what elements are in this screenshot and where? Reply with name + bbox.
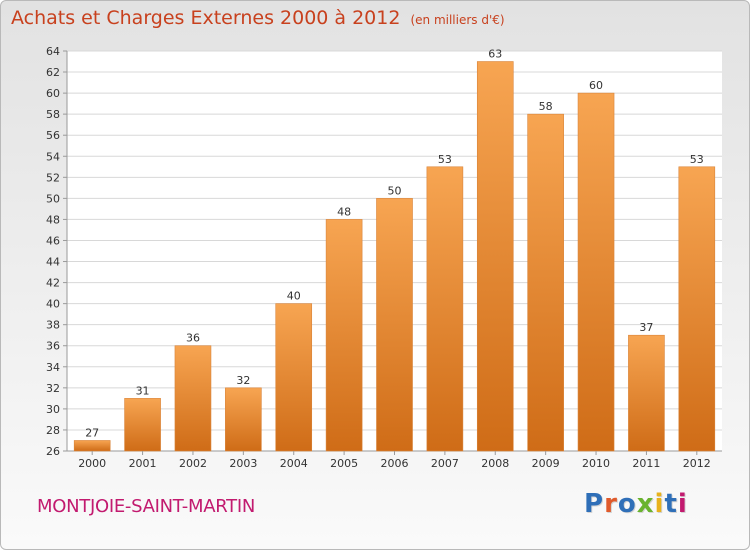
bar bbox=[124, 398, 161, 452]
bar bbox=[678, 166, 716, 452]
bar bbox=[325, 219, 363, 452]
data-label: 36 bbox=[186, 332, 200, 345]
bar bbox=[628, 334, 665, 452]
data-label: 60 bbox=[589, 79, 603, 92]
bar bbox=[376, 198, 413, 452]
data-label: 63 bbox=[488, 48, 502, 61]
logo-letter: o bbox=[617, 489, 637, 519]
data-label: 53 bbox=[438, 153, 452, 166]
y-tick-label: 62 bbox=[46, 66, 60, 79]
x-tick-label: 2008 bbox=[481, 457, 509, 470]
x-tick-label: 2006 bbox=[381, 457, 409, 470]
y-tick-label: 46 bbox=[46, 234, 60, 247]
x-tick-label: 2005 bbox=[330, 457, 358, 470]
x-tick-label: 2012 bbox=[683, 457, 711, 470]
bar bbox=[577, 92, 615, 452]
y-tick-label: 42 bbox=[46, 277, 60, 290]
data-label: 27 bbox=[85, 426, 99, 439]
chart-title-main: Achats et Charges Externes 2000 à 2012 bbox=[11, 7, 401, 29]
y-tick-label: 26 bbox=[46, 445, 60, 458]
logo-letter: x bbox=[636, 489, 655, 519]
bar bbox=[275, 303, 313, 452]
bar bbox=[225, 387, 262, 452]
y-tick-label: 58 bbox=[46, 108, 60, 121]
bar bbox=[174, 345, 212, 452]
y-tick-label: 30 bbox=[46, 403, 60, 416]
y-tick-label: 44 bbox=[46, 256, 60, 269]
bar bbox=[73, 440, 111, 452]
chart-title-unit: (en milliers d'€) bbox=[410, 13, 505, 27]
y-tick-label: 56 bbox=[46, 129, 60, 142]
data-label: 40 bbox=[287, 290, 301, 303]
logo-letter: t bbox=[664, 489, 678, 519]
x-tick-label: 2000 bbox=[78, 457, 106, 470]
y-tick-label: 52 bbox=[46, 171, 60, 184]
y-tick-label: 28 bbox=[46, 424, 60, 437]
bar bbox=[426, 166, 464, 452]
x-tick-label: 2011 bbox=[632, 457, 660, 470]
x-tick-label: 2010 bbox=[582, 457, 610, 470]
bar bbox=[527, 113, 564, 452]
data-label: 58 bbox=[539, 100, 553, 113]
x-tick-label: 2004 bbox=[280, 457, 308, 470]
x-tick-label: 2009 bbox=[532, 457, 560, 470]
chart-title: Achats et Charges Externes 2000 à 2012 (e… bbox=[11, 7, 505, 29]
proxiti-logo: Proxiti bbox=[584, 489, 688, 519]
y-tick-label: 36 bbox=[46, 340, 60, 353]
data-label: 32 bbox=[236, 374, 250, 387]
commune-name: MONTJOIE-SAINT-MARTIN bbox=[37, 496, 256, 517]
y-tick-label: 50 bbox=[46, 192, 60, 205]
x-tick-label: 2003 bbox=[229, 457, 257, 470]
data-label: 31 bbox=[136, 384, 150, 397]
y-tick-label: 48 bbox=[46, 213, 60, 226]
y-tick-label: 32 bbox=[46, 382, 60, 395]
y-tick-label: 38 bbox=[46, 319, 60, 332]
y-tick-label: 60 bbox=[46, 87, 60, 100]
bar bbox=[476, 61, 514, 452]
data-label: 53 bbox=[690, 153, 704, 166]
data-label: 37 bbox=[639, 321, 653, 334]
logo-letter: r bbox=[604, 489, 618, 519]
data-label: 50 bbox=[388, 184, 402, 197]
logo-letter: P bbox=[584, 489, 605, 519]
x-tick-label: 2001 bbox=[129, 457, 157, 470]
x-tick-label: 2002 bbox=[179, 457, 207, 470]
data-label: 48 bbox=[337, 205, 351, 218]
y-tick-label: 64 bbox=[46, 45, 60, 58]
logo-letter: i bbox=[677, 489, 688, 519]
y-tick-label: 34 bbox=[46, 361, 60, 374]
x-tick-label: 2007 bbox=[431, 457, 459, 470]
logo-letter: i bbox=[654, 489, 665, 519]
y-tick-label: 40 bbox=[46, 298, 60, 311]
y-tick-label: 54 bbox=[46, 150, 60, 163]
